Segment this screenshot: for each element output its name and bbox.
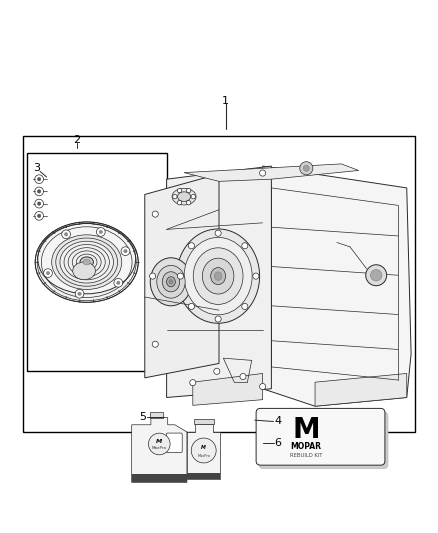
Ellipse shape [35, 222, 138, 302]
Text: 5: 5 [139, 412, 146, 422]
Ellipse shape [211, 268, 226, 285]
Polygon shape [315, 374, 407, 406]
Ellipse shape [157, 265, 185, 298]
Ellipse shape [202, 258, 234, 294]
Circle shape [37, 190, 41, 193]
Polygon shape [145, 174, 219, 378]
Polygon shape [132, 417, 187, 482]
Polygon shape [184, 164, 359, 181]
Ellipse shape [162, 272, 180, 292]
Circle shape [214, 368, 220, 374]
Ellipse shape [172, 188, 196, 205]
Ellipse shape [83, 260, 90, 265]
Circle shape [35, 175, 43, 183]
Bar [27, 153, 166, 372]
Bar [187, 473, 220, 479]
Circle shape [177, 188, 182, 193]
Circle shape [148, 433, 170, 455]
Ellipse shape [177, 229, 260, 323]
Circle shape [177, 200, 182, 205]
Bar [132, 474, 187, 482]
Ellipse shape [193, 248, 243, 304]
Circle shape [124, 249, 127, 253]
Ellipse shape [60, 241, 113, 283]
Ellipse shape [52, 235, 122, 289]
Circle shape [240, 374, 246, 379]
FancyBboxPatch shape [259, 412, 388, 469]
Circle shape [152, 341, 158, 348]
Circle shape [44, 269, 53, 278]
Ellipse shape [166, 277, 175, 287]
Circle shape [37, 177, 41, 181]
Ellipse shape [150, 258, 192, 306]
Circle shape [215, 316, 221, 322]
Text: 1: 1 [222, 95, 229, 106]
Bar [22, 135, 416, 432]
Circle shape [35, 199, 43, 208]
Circle shape [253, 273, 259, 279]
Circle shape [96, 228, 105, 236]
Circle shape [46, 271, 50, 275]
Polygon shape [193, 374, 263, 405]
Circle shape [188, 243, 194, 249]
Circle shape [260, 170, 266, 176]
Bar [150, 413, 163, 417]
Circle shape [117, 281, 120, 285]
Circle shape [242, 243, 248, 249]
Text: 4: 4 [274, 416, 282, 426]
Ellipse shape [177, 192, 191, 201]
Ellipse shape [214, 272, 222, 280]
Circle shape [35, 212, 43, 220]
FancyBboxPatch shape [256, 408, 385, 465]
Circle shape [260, 384, 266, 390]
Text: 6: 6 [275, 438, 282, 448]
Circle shape [191, 438, 216, 463]
Circle shape [150, 273, 155, 279]
FancyBboxPatch shape [166, 433, 182, 453]
Circle shape [64, 232, 68, 236]
Bar [194, 419, 214, 424]
Text: MOPAR: MOPAR [290, 442, 321, 451]
Text: MaxPro: MaxPro [152, 446, 167, 449]
Ellipse shape [73, 262, 95, 280]
Circle shape [37, 202, 41, 205]
Ellipse shape [80, 257, 93, 268]
Text: MaxPro: MaxPro [197, 454, 210, 458]
Circle shape [187, 188, 191, 193]
Circle shape [300, 161, 313, 175]
Text: M: M [292, 416, 320, 443]
Text: M: M [156, 439, 162, 443]
Circle shape [152, 211, 158, 217]
Circle shape [190, 379, 196, 386]
Circle shape [303, 165, 309, 171]
Polygon shape [166, 166, 272, 398]
Circle shape [191, 195, 195, 199]
Circle shape [173, 195, 177, 199]
Ellipse shape [38, 223, 136, 294]
Polygon shape [263, 166, 411, 406]
Circle shape [62, 230, 71, 239]
Circle shape [371, 270, 382, 281]
Ellipse shape [184, 237, 252, 315]
Circle shape [177, 273, 184, 279]
Text: M: M [201, 446, 206, 450]
Circle shape [188, 303, 194, 310]
Circle shape [37, 214, 41, 217]
Circle shape [187, 200, 191, 205]
Circle shape [78, 292, 81, 295]
Polygon shape [187, 424, 220, 479]
Text: REBUILD KIT: REBUILD KIT [290, 453, 322, 458]
Circle shape [215, 230, 221, 236]
Circle shape [99, 230, 102, 233]
Text: 3: 3 [33, 163, 40, 173]
Circle shape [366, 265, 387, 286]
Circle shape [35, 187, 43, 196]
Circle shape [242, 303, 248, 310]
Text: 2: 2 [74, 135, 81, 145]
Circle shape [75, 289, 84, 298]
Circle shape [121, 247, 130, 255]
Ellipse shape [169, 280, 173, 284]
Circle shape [114, 278, 123, 287]
